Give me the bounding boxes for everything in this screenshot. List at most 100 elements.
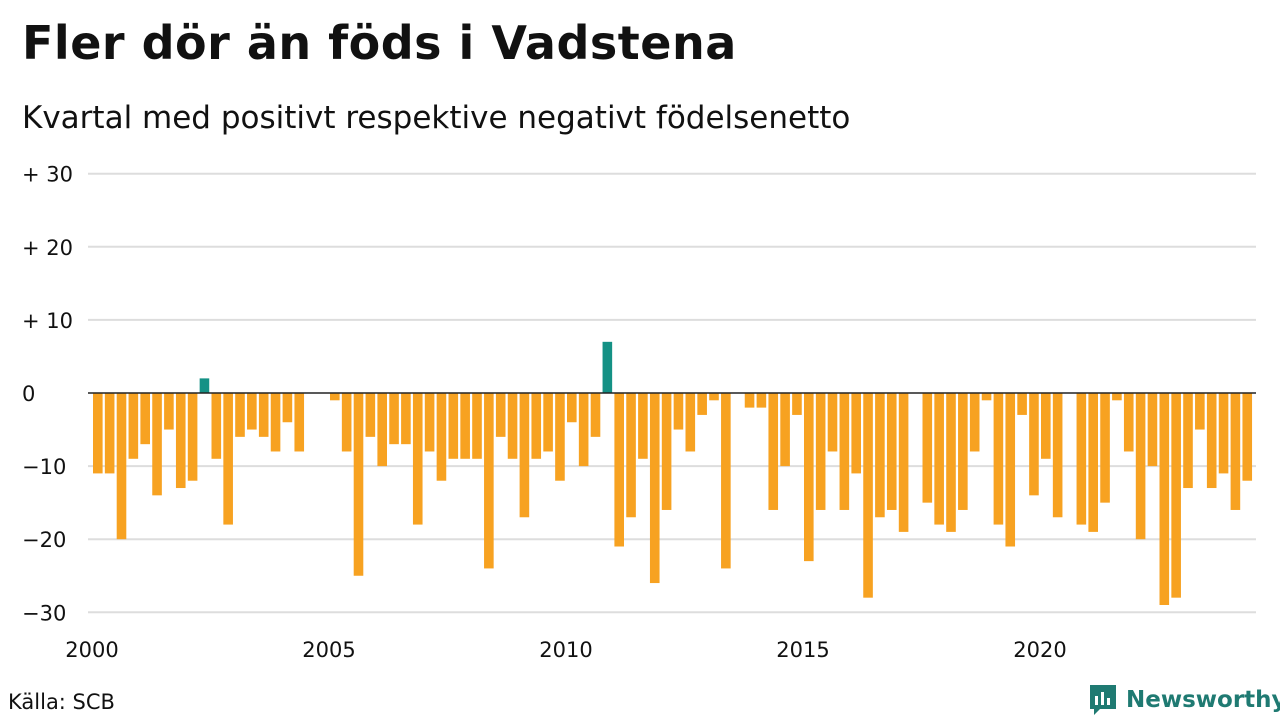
bar-negative <box>839 393 850 510</box>
bar-negative <box>792 393 802 415</box>
bar-negative <box>341 393 352 452</box>
bar-negative <box>815 393 826 510</box>
bar-negative <box>495 393 506 437</box>
bar-negative <box>1206 393 1217 489</box>
x-tick-label: 2005 <box>302 638 355 662</box>
bar-negative <box>1242 393 1253 481</box>
bar-negative <box>235 393 245 437</box>
bar-negative <box>1171 393 1181 598</box>
bar-negative <box>187 393 198 481</box>
bar-negative <box>649 393 660 584</box>
bar-negative <box>673 393 684 430</box>
bar-negative <box>1218 393 1229 474</box>
bar-negative <box>211 393 222 459</box>
bar-positive <box>199 378 210 393</box>
bar-negative <box>258 393 269 437</box>
bar-negative <box>223 393 233 525</box>
bar-negative <box>851 393 861 474</box>
bar-negative <box>270 393 281 452</box>
bar-negative <box>424 393 435 452</box>
bar-negative <box>744 393 755 408</box>
bar-negative <box>1100 393 1110 503</box>
bar-negative <box>472 393 482 459</box>
bar-negative <box>460 393 470 459</box>
bar-negative <box>934 393 944 525</box>
bar-negative <box>365 393 376 437</box>
bar-negative <box>377 393 387 467</box>
bar-negative <box>1017 393 1027 415</box>
bar-negative <box>804 393 814 562</box>
bar-negative <box>152 393 162 496</box>
bar-negative <box>1159 393 1170 605</box>
brand-logo[interactable]: Newsworthy <box>1088 682 1280 718</box>
bar-negative <box>1052 393 1063 518</box>
bar-negative <box>1230 393 1241 510</box>
y-tick-label: −20 <box>22 528 66 552</box>
bar-negative <box>1147 393 1158 467</box>
bar-negative <box>614 393 624 547</box>
chart-title: Fler dör än föds i Vadstena <box>22 16 737 70</box>
source-note: Källa: SCB <box>8 690 115 714</box>
bar-negative <box>946 393 956 532</box>
bar-negative <box>448 393 459 459</box>
x-tick-label: 2000 <box>65 638 118 662</box>
bar-negative <box>886 393 897 510</box>
bar-negative <box>780 393 790 467</box>
bar-negative <box>661 393 672 510</box>
y-tick-label: + 10 <box>22 309 73 333</box>
y-tick-label: + 30 <box>22 163 73 187</box>
bar-negative <box>519 393 530 518</box>
y-tick-label: −30 <box>22 601 66 625</box>
bar-negative <box>1076 393 1087 525</box>
bar-negative <box>969 393 980 452</box>
bar-negative <box>875 393 885 518</box>
x-tick-label: 2015 <box>776 638 829 662</box>
bar-negative <box>507 393 518 459</box>
bar-negative <box>164 393 174 430</box>
bar-negative <box>401 393 411 445</box>
bar-negative <box>389 393 399 445</box>
bar-negative <box>555 393 565 481</box>
bar-negative <box>116 393 127 540</box>
bar-negative <box>436 393 447 481</box>
bar-negative <box>294 393 305 452</box>
bar-negative <box>756 393 767 408</box>
bar-negative <box>768 393 779 510</box>
bar-negative <box>626 393 636 518</box>
bar-negative <box>827 393 838 452</box>
bar-negative <box>531 393 542 459</box>
bar-negative <box>353 393 364 576</box>
y-tick-label: −10 <box>22 455 66 479</box>
bar-negative <box>282 393 293 423</box>
bar-negative <box>484 393 494 569</box>
bar-negative <box>1195 393 1205 430</box>
bar-negative <box>638 393 648 459</box>
bar-negative <box>590 393 601 437</box>
y-tick-label: + 20 <box>22 236 73 260</box>
bar-negative <box>104 393 115 474</box>
bar-negative <box>543 393 553 452</box>
bar-negative <box>247 393 257 430</box>
bar-positive <box>602 341 613 393</box>
bar-negative <box>1112 393 1122 401</box>
brand-name: Newsworthy <box>1126 687 1280 713</box>
bar-negative <box>685 393 696 452</box>
y-tick-label: 0 <box>22 382 35 406</box>
bar-negative <box>412 393 423 525</box>
bar-negative <box>981 393 992 401</box>
chart-subtitle: Kvartal med positivt respektive negativt… <box>22 100 851 136</box>
x-tick-label: 2020 <box>1013 638 1066 662</box>
bar-negative <box>1005 393 1016 547</box>
bar-negative <box>863 393 873 598</box>
newsworthy-logo-icon <box>1090 685 1116 715</box>
bar-negative <box>578 393 589 467</box>
bar-negative <box>330 393 340 401</box>
bar-negative <box>140 393 150 445</box>
bar-negative <box>1041 393 1051 459</box>
bar-negative <box>898 393 909 532</box>
bar-negative <box>1029 393 1039 496</box>
bar-negative <box>709 393 719 401</box>
bar-negative <box>93 393 103 474</box>
bar-negative <box>1135 393 1146 540</box>
